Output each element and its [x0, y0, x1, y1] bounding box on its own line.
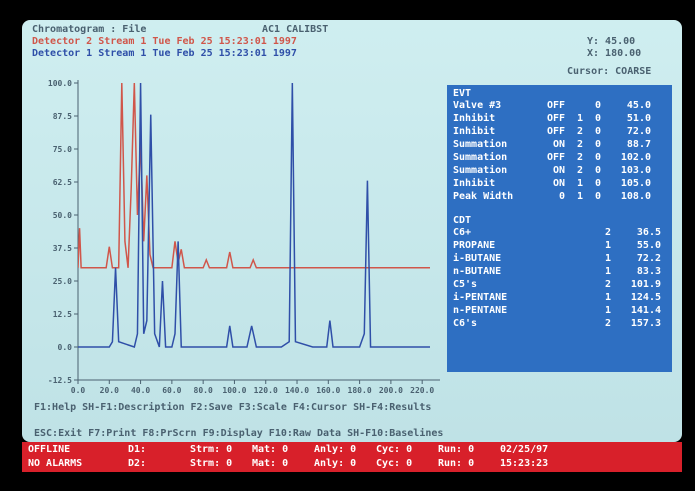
status-cell: NO ALARMS	[28, 457, 128, 471]
x-tick-label: 80.0	[194, 386, 213, 395]
status-cell: Anly: 0	[314, 443, 376, 457]
y-tick-label: 100.0	[48, 79, 72, 88]
y-tick-label: 12.5	[53, 310, 72, 319]
trace	[78, 83, 430, 268]
status-cell: Mat: 0	[252, 443, 314, 457]
status-cell: D2:	[128, 457, 190, 471]
x-tick-label: 100.0	[222, 386, 246, 395]
traces	[78, 83, 430, 347]
x-tick-label: 40.0	[131, 386, 150, 395]
y-tick-label: 25.0	[53, 277, 72, 286]
x-tick-label: 200.0	[379, 386, 403, 395]
status-cell: Strm: 0	[190, 457, 252, 471]
x-tick-label: 180.0	[348, 386, 372, 395]
status-cell: 15:23:23	[500, 457, 562, 471]
status-cell: 02/25/97	[500, 443, 562, 457]
status-cell: D1:	[128, 443, 190, 457]
y-tick-label: 62.5	[53, 178, 72, 187]
x-tick-label: 60.0	[162, 386, 181, 395]
status-cell: Run: 0	[438, 443, 500, 457]
status-cell: OFFLINE	[28, 443, 128, 457]
status-cell: Mat: 0	[252, 457, 314, 471]
chromatogram: 100.087.575.062.550.037.525.012.50.0-12.…	[0, 0, 695, 491]
x-tick-label: 160.0	[316, 386, 340, 395]
x-tick-label: 220.0	[410, 386, 434, 395]
y-tick-label: 0.0	[58, 343, 73, 352]
y-tick-label: 75.0	[53, 145, 72, 154]
y-tick-label: 50.0	[53, 211, 72, 220]
status-cell: Anly: 0	[314, 457, 376, 471]
status-cell: Cyc: 0	[376, 443, 438, 457]
status-cell: Cyc: 0	[376, 457, 438, 471]
y-tick-label: 87.5	[53, 112, 72, 121]
page: Chromatogram : File AC1 CALIBST Detector…	[0, 0, 695, 491]
y-tick-label: 37.5	[53, 244, 72, 253]
y-tick-label: -12.5	[48, 376, 72, 385]
x-tick-label: 120.0	[254, 386, 278, 395]
x-tick-label: 20.0	[100, 386, 119, 395]
status-cell: Run: 0	[438, 457, 500, 471]
status-cell: Strm: 0	[190, 443, 252, 457]
x-tick-label: 0.0	[71, 386, 86, 395]
x-tick-label: 140.0	[285, 386, 309, 395]
